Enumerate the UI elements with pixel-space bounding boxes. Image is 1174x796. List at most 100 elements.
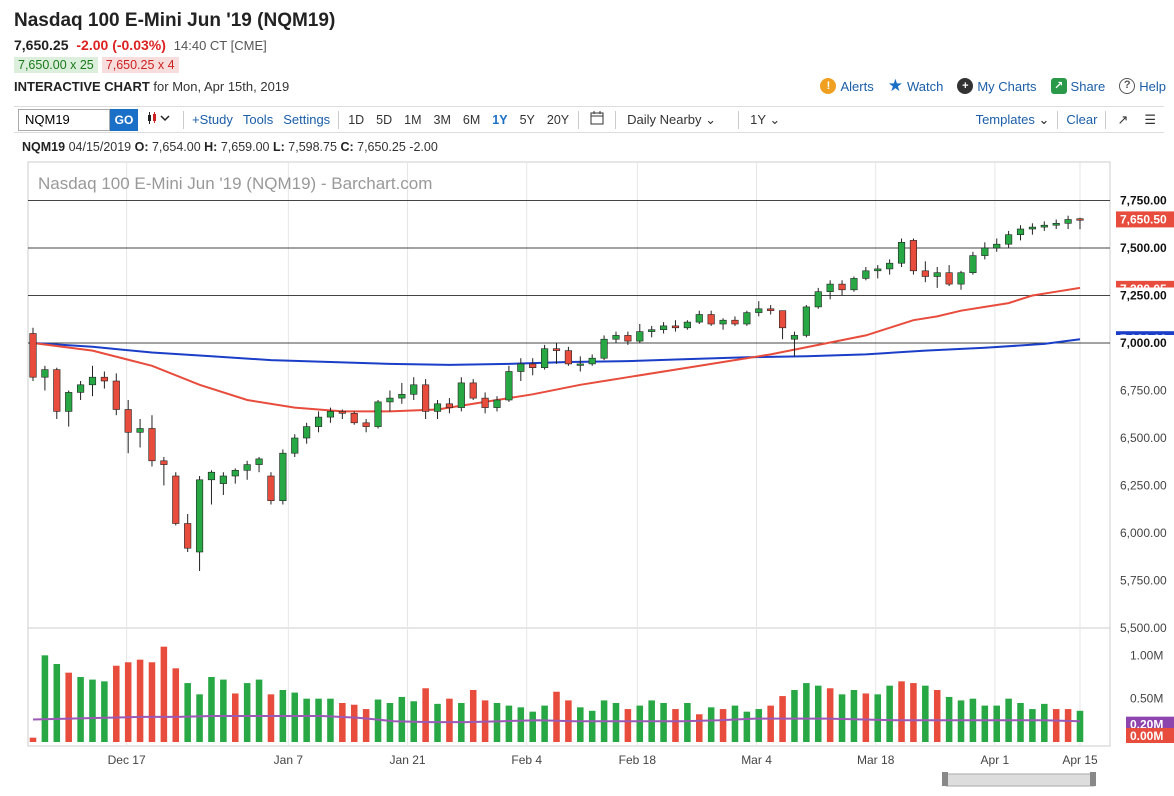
volume-bar	[814, 685, 822, 742]
candle-body	[303, 426, 311, 439]
volume-bar	[922, 685, 929, 742]
alerts-link[interactable]: ! Alerts	[820, 78, 874, 94]
period-20y[interactable]: 20Y	[546, 112, 570, 127]
price-chart[interactable]: Nasdaq 100 E-Mini Jun '19 (NQM19) - Barc…	[0, 160, 1174, 796]
period-1y[interactable]: 1Y	[492, 112, 508, 127]
period-6m[interactable]: 6M	[462, 112, 481, 127]
candle-body	[243, 464, 251, 471]
candle-body	[541, 348, 549, 368]
nearby-label: Daily Nearby	[627, 111, 702, 127]
watch-label: Watch	[906, 78, 944, 94]
ohlc-open-label: O:	[134, 140, 149, 154]
candlestick-icon	[148, 112, 170, 124]
price-badge-label: 7,500.00	[1120, 241, 1167, 255]
volume-bar	[803, 683, 810, 742]
period-1d[interactable]: 1D	[348, 112, 365, 127]
candle-body	[386, 397, 394, 403]
candle-body	[160, 460, 168, 465]
templates-label: Templates	[975, 111, 1035, 127]
my-charts-link[interactable]: + My Charts	[957, 78, 1037, 94]
volume-bar	[196, 694, 203, 742]
candle-body	[112, 380, 120, 410]
volume-bar	[1064, 709, 1072, 742]
chart-type-dropdown[interactable]	[138, 111, 180, 128]
candle-body	[874, 268, 882, 272]
candle-body	[255, 458, 263, 465]
volume-bar	[208, 677, 215, 742]
volume-bar	[588, 710, 596, 742]
share-icon: ↗	[1050, 78, 1067, 94]
candle-body	[909, 240, 918, 272]
watch-link[interactable]: ★ Watch	[888, 76, 944, 96]
volume-tick-label: 0.50M	[1130, 692, 1163, 706]
candle-body	[350, 413, 358, 424]
candle-body	[184, 523, 192, 549]
x-tick-label: Jan 21	[390, 753, 426, 767]
y-tick-label: 6,250.00	[1120, 479, 1167, 493]
settings-button[interactable]: Settings	[283, 112, 331, 127]
candle-body	[267, 475, 275, 502]
expand-button[interactable]: ↗	[1109, 112, 1136, 128]
price-badge	[1116, 287, 1174, 304]
volume-bar	[327, 698, 334, 742]
share-link[interactable]: ↗ Share	[1050, 78, 1106, 94]
expand-icon: ↗	[1117, 111, 1129, 127]
ohlc-close: 7,650.25	[357, 140, 406, 154]
volume-bar	[291, 692, 299, 742]
candle-body	[326, 411, 335, 418]
candle-body	[850, 278, 858, 291]
candle-body	[826, 283, 834, 292]
volume-bar	[874, 694, 882, 742]
candle-body	[124, 409, 132, 433]
period-3m[interactable]: 3M	[433, 112, 451, 127]
nearby-dropdown[interactable]: Daily Nearby ⌄	[619, 112, 735, 128]
candle-body	[53, 369, 61, 412]
volume-bar	[1029, 709, 1036, 742]
period-1m[interactable]: 1M	[404, 112, 422, 127]
volume-bar	[933, 690, 941, 742]
calendar-button[interactable]	[582, 111, 612, 128]
candle-body	[29, 333, 37, 378]
volume-bar	[826, 688, 834, 742]
range-dropdown[interactable]: 1Y ⌄	[742, 112, 788, 128]
y-tick-label: 6,000.00	[1120, 526, 1167, 540]
candle-body	[719, 319, 727, 325]
range-handle-left[interactable]	[942, 772, 948, 786]
candle-body	[731, 319, 739, 325]
candle-body	[398, 394, 406, 399]
range-handle-right[interactable]	[1090, 772, 1096, 786]
clear-button[interactable]: Clear	[1066, 112, 1098, 127]
y-tick-label: 5,500.00	[1120, 621, 1167, 635]
volume-bar	[184, 683, 191, 742]
templates-dropdown[interactable]: Templates ⌄	[971, 112, 1055, 128]
y-tick-label: 6,500.00	[1120, 431, 1167, 445]
period-5y[interactable]: 5Y	[519, 112, 535, 127]
y-tick-label: 6,750.00	[1120, 384, 1167, 398]
volume-bar	[136, 659, 144, 742]
price-badge-label: 7,650.50	[1120, 212, 1167, 226]
volume-bar	[886, 685, 893, 742]
menu-button[interactable]: ☰	[1136, 112, 1164, 128]
help-label: Help	[1139, 78, 1166, 94]
tools-button[interactable]: Tools	[242, 112, 274, 127]
volume-bar	[65, 672, 72, 742]
volume-tick-label: 1.00M	[1130, 648, 1163, 662]
volume-moving-average	[32, 715, 1081, 724]
period-5d[interactable]: 5D	[376, 112, 393, 127]
volume-bar	[767, 705, 774, 742]
bid-ask: 7,650.00 x 25 7,650.25 x 4	[14, 57, 179, 73]
study-button[interactable]: +Study	[192, 112, 233, 127]
candle-body	[195, 479, 204, 553]
help-link[interactable]: ? Help	[1119, 78, 1166, 94]
volume-bar	[315, 698, 322, 742]
volume-bar	[160, 646, 168, 742]
symbol-input[interactable]	[18, 108, 110, 131]
volume-bar	[505, 705, 513, 742]
chart-title: Nasdaq 100 E-Mini Jun '19 (NQM19) - Barc…	[38, 174, 432, 193]
price-badge	[1116, 240, 1174, 256]
volume-bar	[231, 693, 239, 742]
share-label: Share	[1070, 78, 1106, 94]
candle-body	[660, 325, 668, 330]
candle-body	[778, 310, 787, 329]
go-button[interactable]: GO	[110, 108, 138, 131]
